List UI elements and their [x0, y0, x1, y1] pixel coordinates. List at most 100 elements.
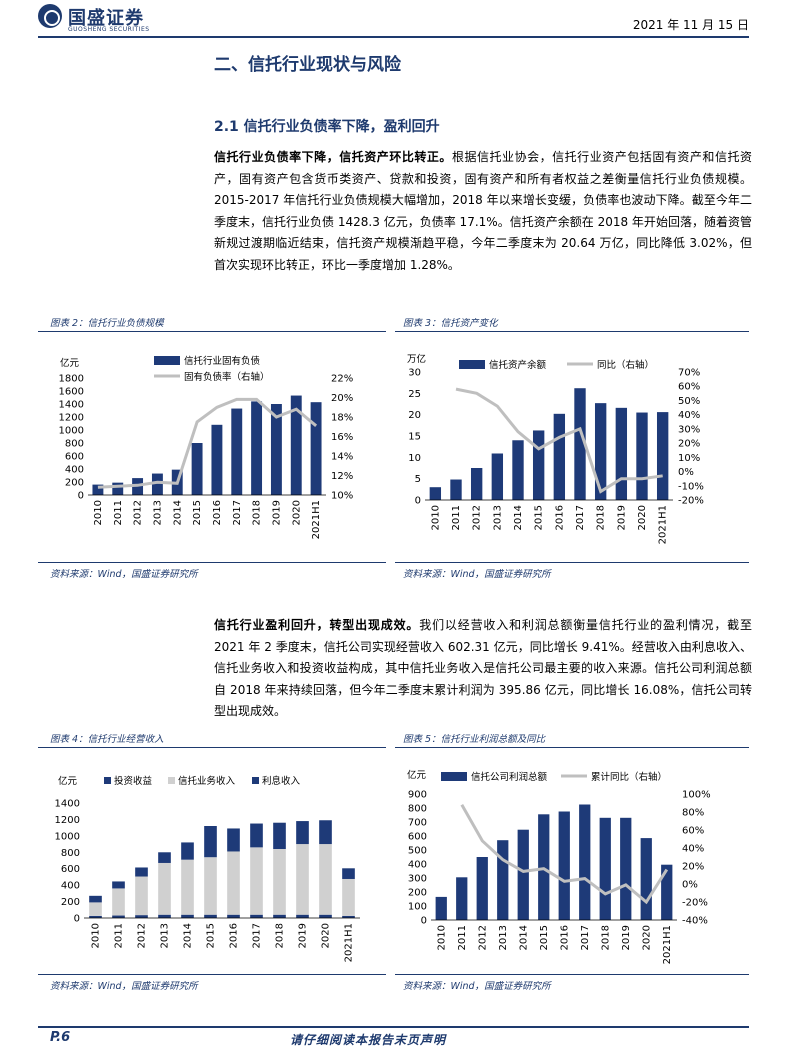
x-tick-label: 2020: [291, 500, 302, 525]
x-tick-label: 2017: [575, 505, 586, 530]
bar-segment: [319, 914, 332, 918]
y-tick-label: 1000: [59, 426, 84, 437]
x-tick-label: 2021H1: [658, 505, 669, 544]
paragraph-1-lead: 信托行业负债率下降，信托资产环比转正。: [214, 150, 452, 164]
chart-trust-liabilities: 亿元 0 200 400 600 800 1000 1200 1400 1600 1800 10% 12…: [59, 355, 354, 539]
y2-tick-label: 10%: [678, 453, 700, 464]
bar-segment: [227, 828, 240, 852]
fig3-top-rule: [395, 331, 749, 332]
bar: [599, 817, 611, 920]
bar: [661, 864, 673, 920]
page-header: 国盛证券 GUOSHENG SECURITIES 2021 年 11 月 15 …: [0, 0, 791, 42]
x-tick-label: 2017: [580, 925, 591, 950]
legend-label: 利息收入: [262, 775, 301, 787]
y-tick-label: 600: [61, 864, 80, 875]
bar-segment: [319, 844, 332, 915]
y-axis-unit: 万亿: [407, 353, 426, 365]
paragraph-2-body: 我们以经营收入和利润总额衡量信托行业的盈利情况，截至 2021 年 2 季度末，…: [214, 618, 752, 718]
bar-segment: [158, 914, 171, 918]
y-tick-label: 100: [408, 902, 427, 913]
x-tick-label: 2018: [275, 923, 286, 948]
bar-segment: [250, 847, 263, 915]
x-tick-label: 2010: [93, 500, 104, 525]
x-tick-label: 2011: [113, 500, 124, 525]
fig4-source: 资料来源：Wind，国盛证券研究所: [50, 981, 198, 992]
x-tick-label: 2016: [554, 505, 565, 530]
paragraph-1: 信托行业负债率下降，信托资产环比转正。根据信托业协会，信托行业资产包括固有资产和…: [214, 147, 752, 276]
y-axis-unit: 亿元: [60, 357, 80, 369]
x-tick-label: 2015: [534, 505, 545, 530]
bar: [615, 407, 628, 500]
y-tick-label: 30: [408, 368, 421, 379]
legend-label: 固有负债率（右轴）: [184, 371, 270, 383]
x-tick-label: 2013: [492, 505, 503, 530]
x-tick-label: 2021H1: [344, 923, 355, 962]
y2-tick-label: 10%: [331, 491, 353, 502]
legend-swatch: [104, 777, 111, 784]
fig2-bottom-rule: [38, 562, 386, 563]
bar: [456, 877, 468, 920]
x-tick-label: 2014: [172, 500, 183, 525]
bar: [429, 487, 442, 500]
y-tick-label: 10: [408, 453, 421, 464]
chart-trust-assets: 万亿 0 5 10 15 20 25 30 -20% -10% 0% 10% 20% 30% 40% 50% 6…: [407, 353, 704, 544]
x-tick-label: 2013: [498, 925, 509, 950]
bar-segment: [296, 914, 309, 918]
y2-tick-label: -20%: [682, 898, 708, 909]
header-divider: [38, 36, 749, 38]
bar: [636, 412, 648, 500]
x-tick-label: 2012: [477, 925, 488, 950]
x-tick-label: 2017: [232, 500, 243, 525]
y-tick-label: 200: [408, 888, 427, 899]
bar-segment: [89, 895, 102, 903]
bar: [112, 482, 124, 495]
bar: [579, 804, 591, 920]
x-tick-label: 2014: [183, 923, 194, 948]
x-tick-label: 2011: [114, 923, 125, 948]
legend-label: 信托公司利润总额: [471, 771, 548, 783]
fig3-caption: 图表 3：信托资产变化: [403, 318, 498, 329]
y-tick-label: 900: [408, 790, 427, 801]
footer-divider: [38, 1026, 749, 1028]
fig4-top-rule: [38, 747, 386, 748]
x-tick-label: 2019: [616, 505, 627, 530]
logo-text: 国盛证券: [68, 8, 144, 29]
section-title: 二、信托行业现状与风险: [214, 55, 401, 75]
bar: [594, 403, 607, 500]
y-tick-label: 1800: [59, 374, 84, 385]
y-tick-label: 1600: [59, 387, 84, 398]
y-tick-label: 25: [408, 389, 421, 400]
y2-tick-label: 20%: [331, 393, 353, 404]
bar-segment: [181, 842, 194, 860]
y-tick-label: 5: [415, 474, 421, 485]
x-tick-label: 2018: [252, 500, 263, 525]
report-date: 2021 年 11 月 15 日: [632, 18, 749, 32]
bar: [512, 440, 524, 500]
fig4-bottom-rule: [38, 974, 386, 975]
fig3-source: 资料来源：Wind，国盛证券研究所: [403, 569, 551, 580]
bar: [532, 430, 545, 500]
bar-segment: [250, 914, 263, 918]
bar: [558, 811, 570, 920]
x-tick-label: 2020: [641, 925, 652, 950]
y-tick-label: 0: [74, 914, 80, 925]
y-tick-label: 400: [65, 465, 84, 476]
y-axis-unit: 亿元: [58, 775, 78, 787]
y2-tick-label: 40%: [678, 410, 700, 421]
x-tick-label: 2010: [430, 505, 441, 530]
y2-tick-label: -40%: [682, 916, 708, 927]
x-tick-label: 2012: [472, 505, 483, 530]
bar: [231, 408, 243, 495]
bar-segment: [181, 859, 194, 915]
chart-trust-profit: 亿元 0 100 200 300 400 500 600 700 800 900 -40% -20% 0%…: [407, 769, 711, 964]
fig2-source: 资料来源：Wind，国盛证券研究所: [50, 569, 198, 580]
fig5-bottom-rule: [395, 974, 749, 975]
bar-segment: [204, 826, 217, 858]
bar: [435, 896, 447, 920]
x-tick-label: 2019: [298, 923, 309, 948]
x-tick-label: 2021H1: [662, 925, 673, 964]
legend-label: 同比（右轴）: [597, 359, 654, 371]
y-tick-label: 20: [408, 410, 421, 421]
x-tick-label: 2013: [152, 500, 163, 525]
bar: [574, 388, 586, 500]
